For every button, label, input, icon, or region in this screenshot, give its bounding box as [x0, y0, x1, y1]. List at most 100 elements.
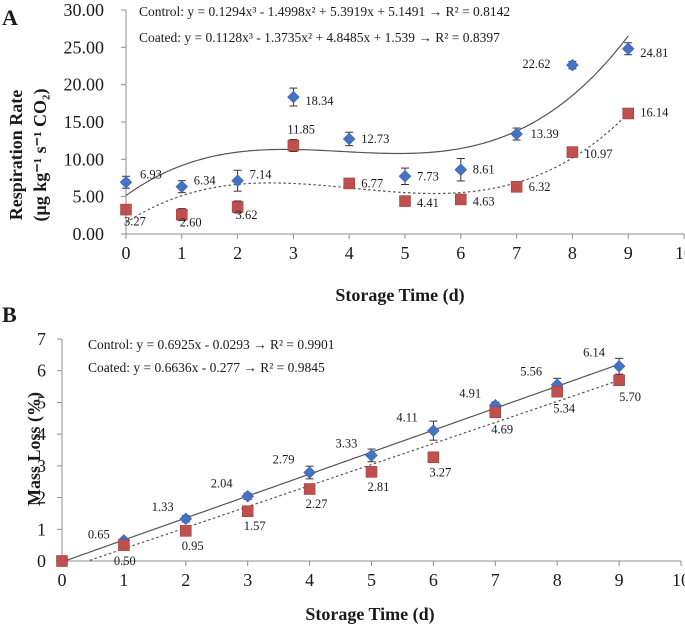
panel-a-equation-coated: Coated: y = 0.1128x³ - 1.3735x² + 4.8485… — [139, 30, 500, 45]
panel-b-coated-data-label: 0.50 — [114, 554, 136, 568]
panel-a-control-point — [342, 132, 356, 146]
panel-a-data-marks: 6.93 6.34 7.14 18.34 12.73 7.73 8.61 13.39 22.62… — [119, 42, 669, 230]
panel-a-x-tick-label: 2 — [233, 243, 242, 263]
panel-b-x-tick-label: 2 — [181, 570, 190, 590]
panel-a-trendlines — [125, 35, 629, 224]
panel-a-axes: 0 1 2 3 4 5 6 7 8 9 10 0.00 5.00 10.00 15.00 20.00 25.00… — [64, 0, 685, 263]
panel-a-y-tick-label: 20.00 — [64, 75, 105, 95]
panel-b-control-data-label: 0.65 — [88, 527, 110, 541]
panel-a-coated-point — [566, 146, 579, 158]
panel-b-x-tick-label: 3 — [243, 570, 252, 590]
panel-a-ylabel-line2: (μg kg⁻¹ s⁻¹ CO₂) — [30, 89, 51, 222]
panel-b-y-tick-label: 2 — [37, 488, 46, 508]
panel-b-coated-point — [613, 374, 625, 386]
panel-b-control-point — [365, 449, 378, 462]
panel-a-coated-data-label: 11.85 — [287, 123, 315, 137]
panel-b-control-point — [427, 424, 440, 438]
panel-a-control-point — [566, 58, 579, 72]
panel-a-control-data-label: 22.62 — [522, 57, 550, 71]
panel-b-control-data-label: 5.56 — [520, 365, 542, 379]
panel-b-coated-data-label: 4.69 — [491, 422, 513, 436]
panel-b-x-tick-label: 0 — [58, 570, 67, 590]
panel-a-control-trendline — [125, 35, 629, 197]
panel-b-coated-data-label: 2.27 — [306, 497, 328, 511]
panel-a-xlabel: Storage Time (d) — [335, 285, 464, 306]
panel-b-x-tick-label: 5 — [367, 570, 376, 590]
panel-a-coated-data-label: 6.32 — [529, 180, 551, 194]
panel-b-y-tick-label: 3 — [37, 456, 46, 476]
panel-a-control-data-label: 7.73 — [417, 169, 439, 183]
panel-a-coated-data-label: 3.62 — [236, 208, 258, 222]
panel-a-control-data-label: 7.14 — [250, 168, 273, 182]
panel-a-x-tick-label: 9 — [624, 243, 633, 263]
panel-b-control-data-label: 3.33 — [336, 436, 358, 450]
panel-b-data-marks: 0.65 1.33 2.04 2.79 3.33 4.11 4.91 5.56 6.14 0.50… — [55, 345, 641, 568]
panel-a-x-tick-label: 3 — [289, 243, 298, 263]
panel-b-control-data-label: 1.33 — [152, 500, 174, 514]
panel-a-coated-trendline — [125, 112, 629, 224]
panel-a-coated-data-label: 4.41 — [417, 196, 439, 210]
panel-b-control-data-label: 2.79 — [273, 453, 295, 467]
panel-a-ylabel-line1: Respiration Rate — [6, 90, 26, 220]
panel-b-coated-trendline — [89, 379, 620, 561]
panel-a-coated-point — [622, 107, 634, 120]
panel-a-x-tick-label: 10 — [675, 243, 685, 263]
panel-a-coated-point — [120, 203, 132, 216]
panel-a-coated-point — [287, 139, 300, 152]
panel-a-y-tick-label: 15.00 — [64, 112, 105, 132]
panel-a-control-data-label: 18.34 — [305, 94, 334, 108]
panel-b-equation-control: Control: y = 0.6925x - 0.0293 → R² = 0.9… — [88, 337, 335, 352]
panel-a-letter: A — [2, 5, 18, 30]
panel-b-coated-data-label: 5.70 — [619, 390, 641, 404]
panel-b-x-tick-label: 10 — [672, 570, 685, 590]
panel-a-control-data-label: 8.61 — [473, 163, 495, 177]
panel-b: B Mass Loss (%) Storage Time (d) Control… — [2, 302, 685, 625]
panel-a-x-tick-label: 0 — [122, 243, 131, 263]
panel-b-coated-point — [427, 451, 440, 464]
panel-b-y-tick-label: 4 — [37, 424, 46, 444]
panel-a-coated-data-label: 10.97 — [584, 147, 612, 161]
panel-b-x-tick-label: 9 — [615, 570, 624, 590]
panel-a-x-tick-label: 5 — [401, 243, 410, 263]
panel-b-coated-point — [118, 539, 130, 551]
panel-a-y-tick-label: 0.00 — [73, 224, 105, 244]
panel-b-coated-data-label: 3.27 — [429, 465, 451, 479]
panel-b-control-trendline — [64, 363, 620, 562]
panel-b-coated-point — [180, 525, 192, 537]
panel-b-control-data-label: 4.91 — [459, 386, 481, 400]
panel-a-control-point — [287, 90, 300, 104]
panel-b-coated-point — [56, 555, 68, 567]
panel-a-equation-control: Control: y = 0.1294x³ - 1.4998x² + 5.391… — [139, 4, 510, 19]
panel-b-control-data-label: 4.11 — [396, 411, 417, 425]
panel-b-xlabel: Storage Time (d) — [305, 604, 434, 625]
panel-b-trendlines — [64, 363, 620, 562]
panel-a-coated-data-label: 2.60 — [180, 216, 202, 230]
panel-b-control-data-label: 6.14 — [583, 345, 606, 359]
panel-a-x-tick-label: 6 — [456, 243, 465, 263]
panel-a-control-point — [510, 127, 523, 141]
panel-b-y-tick-label: 6 — [37, 361, 46, 381]
panel-b-y-tick-label: 7 — [37, 329, 46, 349]
panel-a-x-tick-label: 4 — [345, 243, 354, 263]
panel-b-x-tick-label: 1 — [119, 570, 128, 590]
panel-a-y-tick-label: 10.00 — [64, 149, 105, 169]
panel-b-coated-point — [303, 483, 316, 495]
panel-a-control-data-label: 6.34 — [194, 174, 217, 188]
panel-b-coated-data-label: 1.57 — [244, 519, 266, 533]
panel-b-control-point — [241, 489, 255, 503]
panel-b-coated-data-label: 5.34 — [553, 402, 576, 416]
panel-b-coated-data-label: 2.81 — [368, 480, 390, 494]
panel-a-coated-data-label: 16.14 — [640, 105, 669, 119]
panel-a-control-data-label: 24.81 — [640, 46, 668, 60]
panel-a-y-tick-label: 30.00 — [64, 0, 105, 20]
panel-a-coated-point — [343, 177, 355, 190]
panel-b-control-data-label: 2.04 — [211, 476, 234, 490]
panel-b-ylabel: Mass Loss (%) — [24, 392, 45, 506]
panel-a: A Respiration Rate (μg kg⁻¹ s⁻¹ CO₂) Sto… — [2, 0, 685, 306]
panel-b-control-point — [179, 512, 193, 526]
panel-a-x-tick-label: 1 — [177, 243, 186, 263]
panel-a-control-point — [119, 175, 133, 189]
panel-a-coated-point — [231, 201, 244, 213]
panel-a-y-tick-label: 25.00 — [64, 37, 105, 57]
